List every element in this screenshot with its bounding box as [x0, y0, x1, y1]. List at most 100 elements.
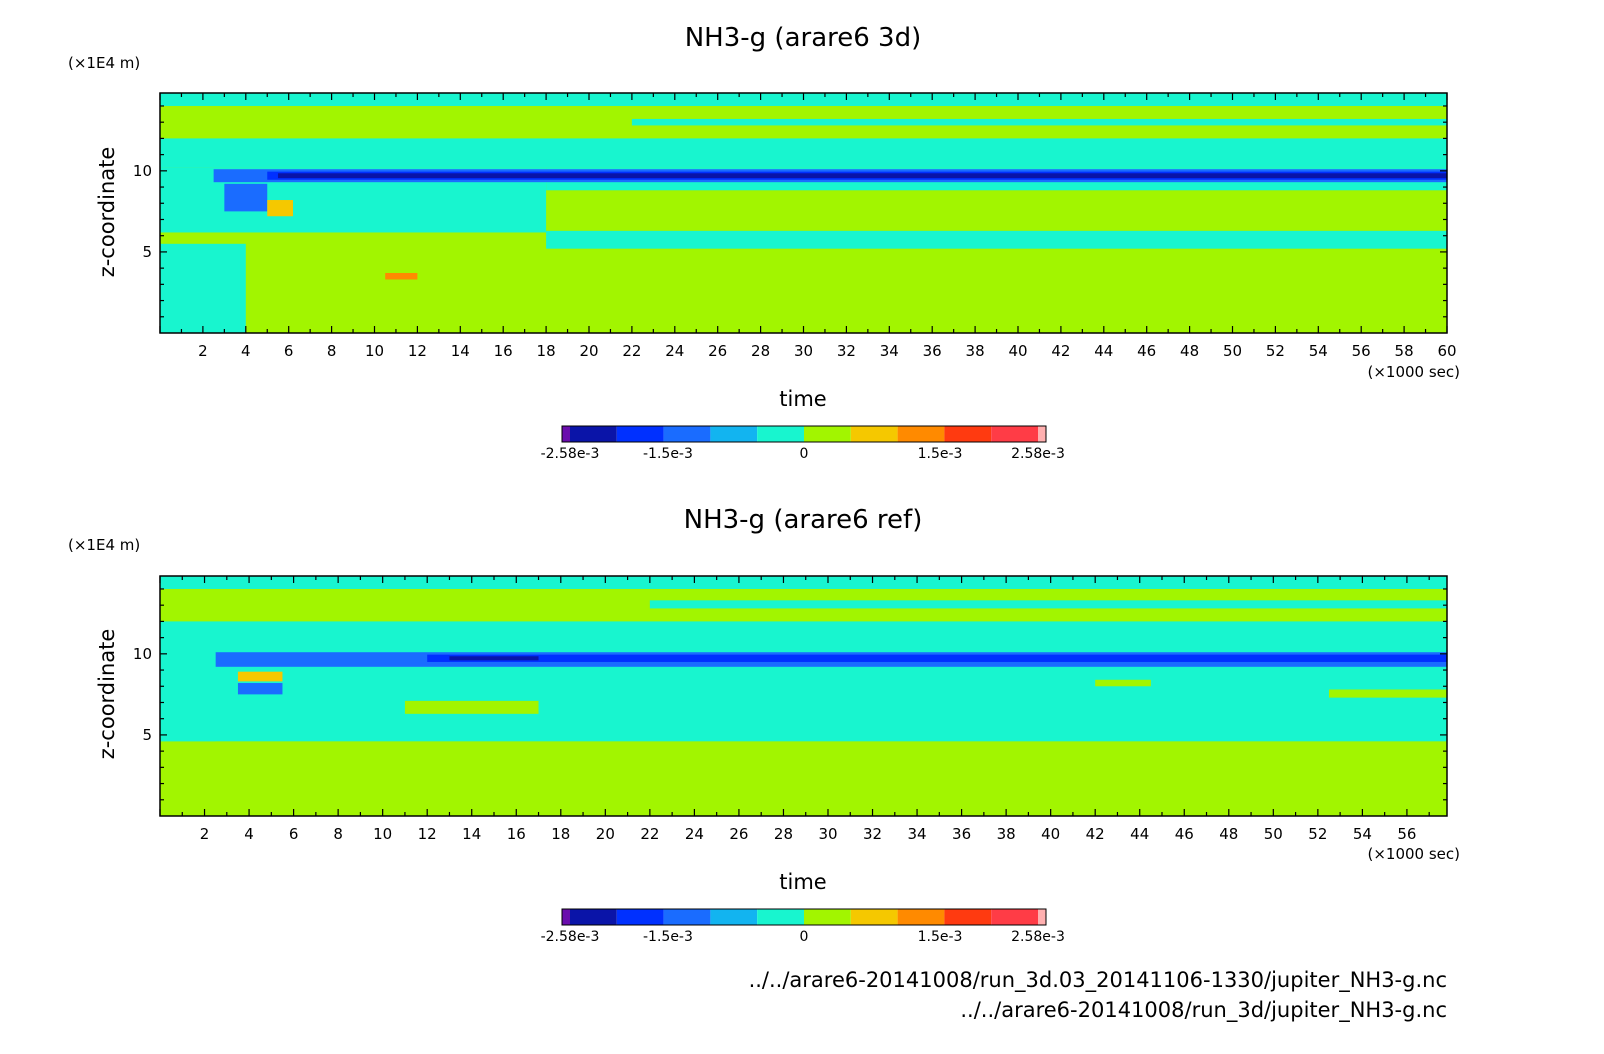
heatmap-band: [449, 656, 539, 661]
x-tick-label: 58: [1395, 342, 1414, 360]
x-axis-label: time: [779, 387, 826, 411]
colorbar-cell: [663, 426, 711, 442]
colorbar: -2.58e-3 -1.5e-3 0 1.5e-3 2.58e-3: [541, 908, 1065, 945]
colorbar-cell: [991, 909, 1038, 925]
heatmap-panel-ref: NH3-g (arare6 ref) (×1E4 m) z-coordinate…: [68, 505, 1460, 945]
x-tick-label: 48: [1180, 342, 1199, 360]
colorbar-cell: [570, 426, 617, 442]
x-tick-label: 36: [923, 342, 942, 360]
heatmap-plot-area: [159, 575, 1448, 817]
y-axis-unit: (×1E4 m): [68, 54, 140, 72]
colorbar-tick-label: 1.5e-3: [918, 446, 963, 462]
colorbar-cell: [562, 909, 570, 925]
x-tick-label: 26: [729, 825, 748, 843]
heatmap-band: [277, 173, 1448, 179]
colorbar-cell: [991, 426, 1038, 442]
x-tick-label: 8: [333, 825, 343, 843]
x-tick-label: 32: [863, 825, 882, 843]
heatmap-band: [160, 243, 246, 333]
x-tick-label: 12: [408, 342, 427, 360]
x-tick-label: 22: [640, 825, 659, 843]
x-tick-label: 42: [1051, 342, 1070, 360]
x-tick-label: 36: [952, 825, 971, 843]
heatmap-panel-3d: NH3-g (arare6 3d) (×1E4 m) z-coordinate …: [68, 23, 1460, 462]
x-axis-unit: (×1000 sec): [1367, 845, 1460, 863]
y-tick-label: 10: [133, 162, 152, 180]
x-tick-label: 24: [685, 825, 704, 843]
x-tick-label: 12: [418, 825, 437, 843]
x-tick-label: 4: [241, 342, 251, 360]
x-tick-label: 52: [1308, 825, 1327, 843]
heatmap-band: [385, 273, 418, 280]
x-axis-ticks: 2 4 6 8 10 12 14 16 18 20 22 24 26 28 30 32 34 36 38 40 42 44…: [159, 576, 1430, 843]
heatmap-band: [160, 576, 1447, 589]
x-tick-label: 14: [462, 825, 481, 843]
y-axis-ticks: 5 10: [133, 588, 1447, 801]
chart-title: NH3-g (arare6 3d): [685, 23, 922, 53]
x-tick-label: 34: [908, 825, 927, 843]
x-tick-label: 4: [244, 825, 254, 843]
colorbar-cell: [1038, 426, 1046, 442]
x-tick-label: 2: [200, 825, 210, 843]
heatmap-band: [546, 230, 1447, 249]
x-tick-label: 56: [1397, 825, 1416, 843]
colorbar-cell: [616, 426, 664, 442]
heatmap-band: [427, 654, 1447, 662]
colorbar-cell: [570, 909, 617, 925]
colorbar-tick-label: 2.58e-3: [1011, 929, 1065, 945]
x-tick-label: 42: [1086, 825, 1105, 843]
x-tick-label: 16: [507, 825, 526, 843]
colorbar-cell: [897, 909, 945, 925]
colorbar-cell: [944, 426, 992, 442]
x-tick-label: 54: [1353, 825, 1372, 843]
x-axis-unit: (×1000 sec): [1367, 363, 1460, 381]
x-tick-label: 40: [1041, 825, 1060, 843]
heatmap-band: [160, 621, 1447, 742]
x-tick-label: 18: [551, 825, 570, 843]
x-axis-ticks: 2 4 6 8 10 12 14 16 18 20 22 24 26 28 30 32 34 36 38 40 42 44…: [159, 93, 1457, 360]
x-tick-label: 34: [880, 342, 899, 360]
x-tick-label: 18: [537, 342, 556, 360]
colorbar-tick-label: -1.5e-3: [643, 929, 693, 945]
x-tick-label: 20: [579, 342, 598, 360]
x-tick-label: 6: [284, 342, 294, 360]
heatmap-band: [237, 671, 283, 682]
x-tick-label: 54: [1309, 342, 1328, 360]
colorbar-cell: [710, 909, 758, 925]
colorbar-cell: [757, 426, 804, 442]
x-tick-label: 38: [966, 342, 985, 360]
y-axis-label: z-coordinate: [95, 147, 119, 278]
y-tick-label: 5: [142, 726, 152, 744]
x-tick-label: 8: [327, 342, 337, 360]
colorbar-tick-label: -1.5e-3: [643, 446, 693, 462]
x-tick-label: 30: [818, 825, 837, 843]
x-tick-label: 44: [1094, 342, 1113, 360]
colorbar-cell: [897, 426, 945, 442]
colorbar-tick-label: 0: [800, 446, 809, 462]
x-tick-label: 46: [1137, 342, 1156, 360]
colorbar-frame: [561, 908, 1047, 926]
x-tick-label: 56: [1352, 342, 1371, 360]
x-tick-label: 24: [665, 342, 684, 360]
heatmap-band: [1095, 679, 1151, 687]
x-tick-label: 50: [1264, 825, 1283, 843]
colorbar-tick-label: -2.58e-3: [541, 446, 600, 462]
colorbar-tick-label: -2.58e-3: [541, 929, 600, 945]
file-path-3d: ../../arare6-20141008/run_3d.03_20141106…: [749, 968, 1447, 993]
y-axis-unit: (×1E4 m): [68, 536, 140, 554]
colorbar-cell: [1038, 909, 1046, 925]
colorbar-cell: [944, 909, 992, 925]
y-tick-label: 10: [133, 645, 152, 663]
colorbar-cell: [850, 426, 898, 442]
x-tick-label: 6: [289, 825, 299, 843]
colorbar-tick-label: 2.58e-3: [1011, 446, 1065, 462]
colorbar-frame: [561, 425, 1047, 443]
x-tick-label: 14: [451, 342, 470, 360]
heatmap-band: [267, 200, 293, 217]
heatmap-plot-area: [159, 92, 1448, 334]
plot-frame: [159, 575, 1448, 817]
colorbar-cell: [616, 909, 664, 925]
heatmap-band: [224, 183, 268, 212]
colorbar-cell: [710, 426, 758, 442]
colorbar-cell: [804, 909, 851, 925]
